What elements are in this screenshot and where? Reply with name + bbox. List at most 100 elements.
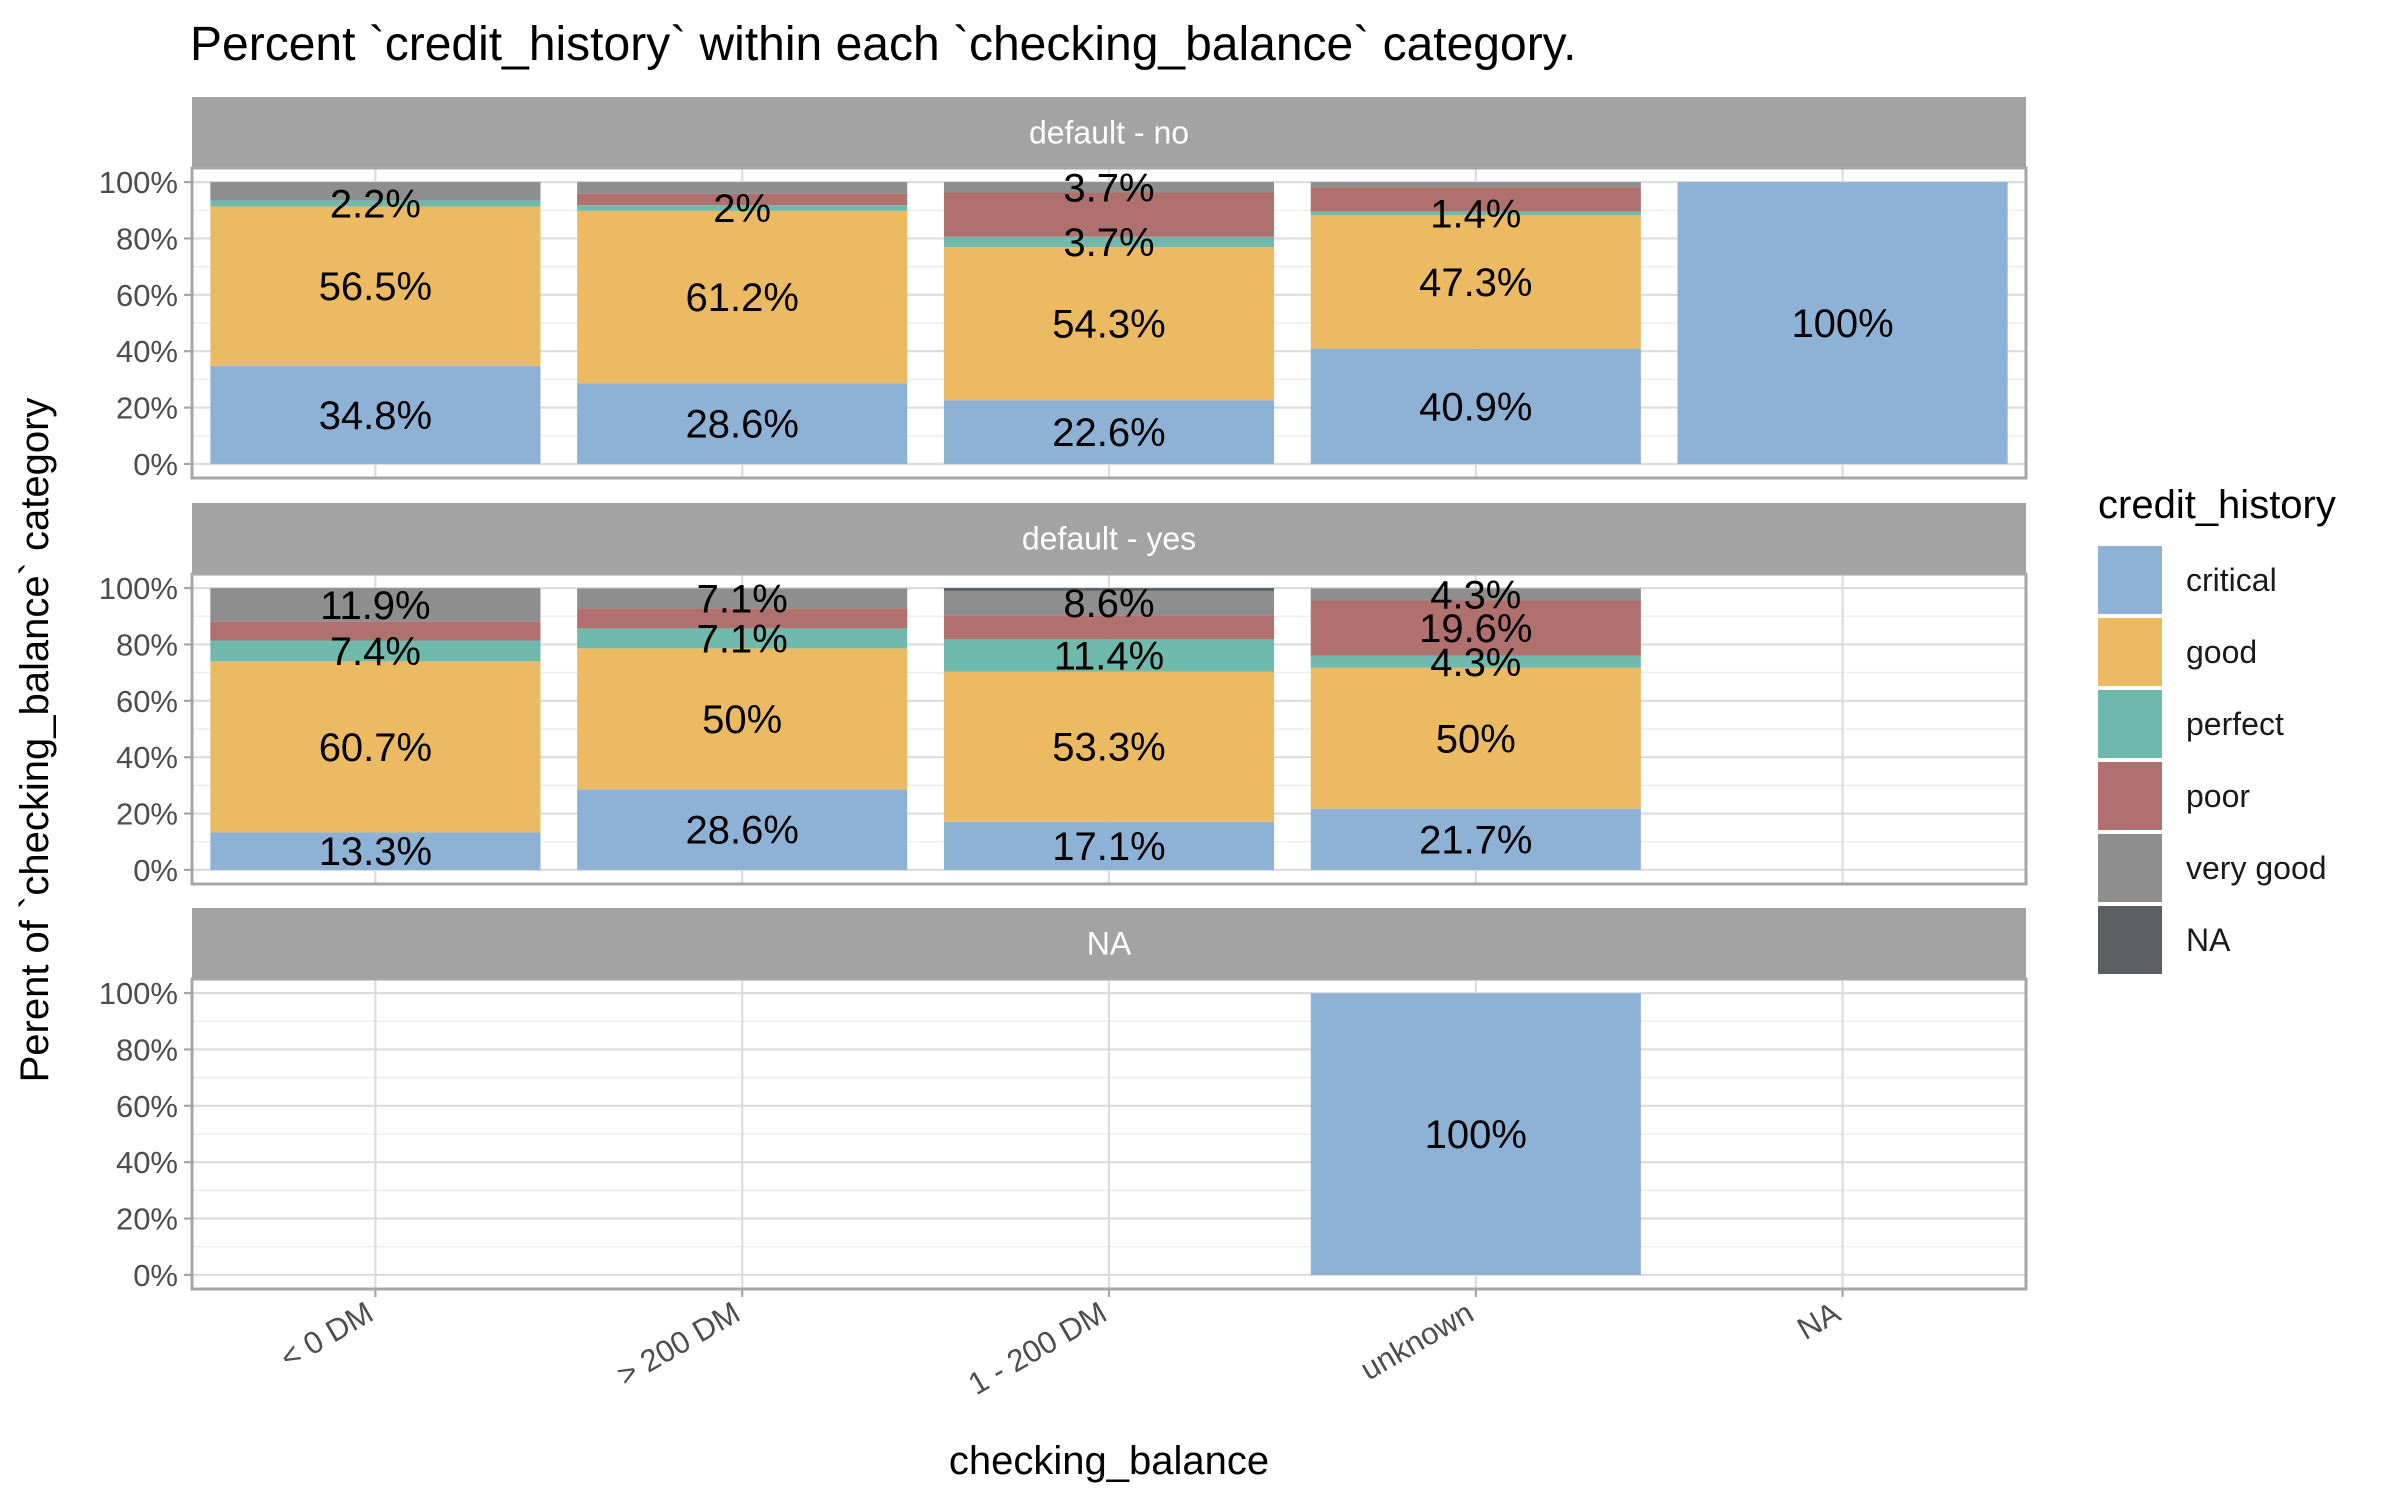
legend: credit_history critical good perfect poor ve… bbox=[2098, 483, 2336, 974]
y-tick-label: 40% bbox=[116, 740, 178, 775]
y-tick-label: 40% bbox=[116, 1145, 178, 1180]
bar-segment bbox=[1310, 667, 1641, 809]
bar-segment bbox=[577, 193, 908, 206]
y-tick-label: 60% bbox=[116, 1089, 178, 1124]
stacked-bar: 13.3% 60.7% 7.4%11.9% bbox=[210, 584, 541, 874]
legend-label: very good bbox=[2186, 850, 2327, 886]
bar-segment bbox=[1310, 187, 1641, 212]
bar-value-label: 7.4% bbox=[330, 630, 421, 674]
bar-value-label: 2.2% bbox=[330, 183, 421, 227]
x-tick-label: unknown bbox=[1354, 1295, 1479, 1387]
legend-item: good bbox=[2098, 618, 2257, 686]
bar-segment bbox=[210, 661, 541, 833]
legend-key bbox=[2098, 834, 2162, 902]
bar-value-label: 2% bbox=[713, 187, 771, 231]
bar-value-label: 47.3% bbox=[1419, 261, 1532, 305]
y-tick-label: 0% bbox=[133, 1258, 178, 1293]
panel-border bbox=[190, 572, 2028, 886]
bar-segment bbox=[943, 247, 1275, 401]
stacked-bar: 100% bbox=[1677, 182, 2008, 464]
bar-value-label: 61.2% bbox=[685, 276, 798, 320]
bar-segment bbox=[1310, 182, 1641, 188]
bar-segment bbox=[1310, 655, 1641, 668]
bar-segment bbox=[577, 628, 908, 649]
bar-value-label: 50% bbox=[1436, 717, 1516, 761]
y-tick-label: 100% bbox=[99, 976, 178, 1011]
bar-segment bbox=[577, 182, 908, 194]
bar-value-label: 28.6% bbox=[685, 403, 798, 447]
bar-value-label: 7.1% bbox=[697, 577, 788, 621]
bar-value-label: 19.6% bbox=[1419, 607, 1532, 651]
y-tick-label: 20% bbox=[116, 797, 178, 832]
legend-item: NA bbox=[2098, 906, 2231, 974]
bar-value-label: 3.7% bbox=[1063, 221, 1154, 265]
bar-value-label: 100% bbox=[1791, 302, 1893, 346]
legend-key bbox=[2098, 618, 2162, 686]
y-tick-label: 80% bbox=[116, 627, 178, 662]
facet-panel: default - no 0% 20% 40% 60% 80% 100% 34.8% 56.5%… bbox=[99, 97, 2028, 482]
x-axis: < 0 DM > 200 DM 1 - 200 DM unknown NA bbox=[274, 1289, 1846, 1402]
legend-label: critical bbox=[2186, 562, 2277, 598]
bar-segment bbox=[577, 205, 908, 211]
bar-segment bbox=[1310, 588, 1641, 601]
legend-title: credit_history bbox=[2098, 483, 2336, 527]
facet-panel: NA 0% 20% 40% 60% 80% 100% 100% bbox=[99, 908, 2028, 1293]
facet-strip bbox=[192, 97, 2026, 168]
legend-label: perfect bbox=[2186, 706, 2284, 742]
panel-border bbox=[190, 166, 2028, 480]
legend-key bbox=[2098, 690, 2162, 758]
bar-value-label: 11.4% bbox=[1054, 634, 1164, 678]
facet-panel: default - yes 0% 20% 40% 60% 80% 100% 13.3% 60.7… bbox=[99, 503, 2028, 888]
bar-segment bbox=[1310, 211, 1641, 216]
bar-segment bbox=[943, 615, 1275, 640]
bar-segment bbox=[577, 383, 908, 464]
x-tick-label: > 200 DM bbox=[611, 1295, 746, 1393]
bar-value-label: 11.9% bbox=[320, 584, 430, 628]
stacked-bar: 21.7% 50% 4.3%19.6%4.3% bbox=[1310, 573, 1641, 870]
legend-label: poor bbox=[2186, 778, 2250, 814]
bar-segment bbox=[577, 210, 908, 384]
legend-item: critical bbox=[2098, 546, 2277, 614]
bar-segment bbox=[943, 400, 1275, 464]
bar-value-label: 21.7% bbox=[1419, 818, 1532, 862]
y-axis-title: Perent of `checking_balance` category bbox=[13, 398, 57, 1083]
bar-segment bbox=[210, 365, 541, 464]
bar-value-label: 100% bbox=[1425, 1113, 1527, 1157]
bar-segment bbox=[1310, 808, 1641, 870]
stacked-bar: 17.1% 53.3% 11.4% 8.6% bbox=[943, 582, 1275, 870]
x-tick-label: NA bbox=[1791, 1295, 1846, 1347]
facet-strip bbox=[192, 503, 2026, 574]
bar-value-label: 40.9% bbox=[1419, 385, 1532, 429]
chart-title: Percent `credit_history` within each `ch… bbox=[190, 18, 1576, 71]
bar-segment bbox=[943, 671, 1275, 822]
bar-value-label: 60.7% bbox=[319, 726, 432, 770]
y-tick-label: 60% bbox=[116, 684, 178, 719]
bar-segment bbox=[210, 640, 541, 662]
bar-segment bbox=[1677, 182, 2008, 464]
bar-segment bbox=[577, 608, 908, 629]
bar-value-label: 50% bbox=[702, 698, 782, 742]
y-tick-label: 20% bbox=[116, 1202, 178, 1237]
stacked-bar: 22.6% 54.3% 3.7% 3.7% bbox=[943, 166, 1275, 464]
bar-segment bbox=[943, 236, 1275, 248]
bar-segment bbox=[1310, 215, 1641, 349]
legend-item: perfect bbox=[2098, 690, 2284, 758]
facet-strip-label: default - no bbox=[1029, 115, 1189, 151]
bar-segment bbox=[210, 621, 541, 641]
stacked-bar: 34.8% 56.5% 2.2% bbox=[210, 182, 541, 464]
legend-key bbox=[2098, 546, 2162, 614]
x-tick-label: 1 - 200 DM bbox=[962, 1295, 1112, 1402]
bar-segment bbox=[577, 588, 908, 609]
y-tick-label: 0% bbox=[133, 447, 178, 482]
legend-label: good bbox=[2186, 634, 2257, 670]
y-tick-label: 100% bbox=[99, 165, 178, 200]
bar-value-label: 7.1% bbox=[697, 617, 788, 661]
legend-label: NA bbox=[2186, 922, 2231, 958]
bar-value-label: 8.6% bbox=[1063, 582, 1154, 626]
y-tick-label: 60% bbox=[116, 278, 178, 313]
bar-segment bbox=[577, 789, 908, 870]
bar-segment bbox=[577, 648, 908, 790]
bar-value-label: 4.3% bbox=[1430, 641, 1521, 685]
bar-value-label: 54.3% bbox=[1052, 303, 1165, 347]
